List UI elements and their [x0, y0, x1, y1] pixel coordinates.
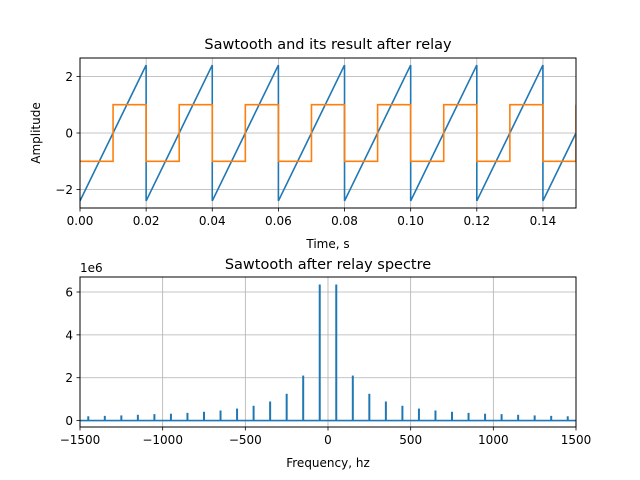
c1-x-tick-label: 0.12 [463, 214, 490, 228]
c2-x-tick-label: −1000 [142, 433, 183, 447]
chart2-offset-label: 1e6 [80, 261, 103, 275]
c2-x-tick-label: 1500 [561, 433, 592, 447]
c1-x-tick-label: 0.00 [67, 214, 94, 228]
chart2-plot-area [80, 284, 576, 422]
c1-x-tick-label: 0.04 [199, 214, 226, 228]
chart2-title: Sawtooth after relay spectre [225, 257, 431, 273]
chart2-series-group [80, 284, 576, 422]
c2-x-tick-label: −1500 [60, 433, 101, 447]
c1-x-tick-label: 0.02 [133, 214, 160, 228]
c1-y-tick-label: −2 [55, 183, 73, 197]
c2-y-tick-label: 0 [65, 414, 73, 428]
chart1-ticks: 0.00 0.02 0.04 0.06 0.08 0.10 0.12 0.14 −2 0 2 [55, 70, 556, 228]
spectrum-chart: Sawtooth after relay spectre 1e6 −1500 −1… [60, 257, 592, 470]
chart2-grid [79, 277, 577, 427]
c2-x-tick-label: 500 [399, 433, 422, 447]
c1-y-tick-label: 0 [65, 127, 73, 141]
chart2-ticks: −1500 −1000 −500 0 500 1000 1500 0 2 4 6 [60, 286, 592, 448]
chart1-ylabel: Amplitude [29, 102, 43, 164]
c2-y-tick-label: 4 [65, 328, 73, 342]
chart1-series-group [80, 64, 576, 202]
c2-x-tick-label: 0 [324, 433, 332, 447]
c2-x-tick-label: −500 [229, 433, 262, 447]
relay-series-line [80, 103, 576, 163]
chart1-title: Sawtooth and its result after relay [204, 37, 452, 53]
chart2-xlabel: Frequency, hz [286, 456, 370, 470]
c1-x-tick-label: 0.14 [530, 214, 557, 228]
time-domain-chart: Sawtooth and its result after relay 0.00… [29, 37, 577, 251]
chart1-plot-area [80, 64, 576, 202]
c2-x-tick-label: 1000 [478, 433, 509, 447]
c1-x-tick-label: 0.10 [397, 214, 424, 228]
c1-x-tick-label: 0.08 [331, 214, 358, 228]
c2-y-tick-label: 2 [65, 371, 73, 385]
chart1-xlabel: Time, s [305, 237, 349, 251]
c2-y-tick-label: 6 [65, 286, 73, 300]
c1-y-tick-label: 2 [65, 70, 73, 84]
c1-x-tick-label: 0.06 [265, 214, 292, 228]
